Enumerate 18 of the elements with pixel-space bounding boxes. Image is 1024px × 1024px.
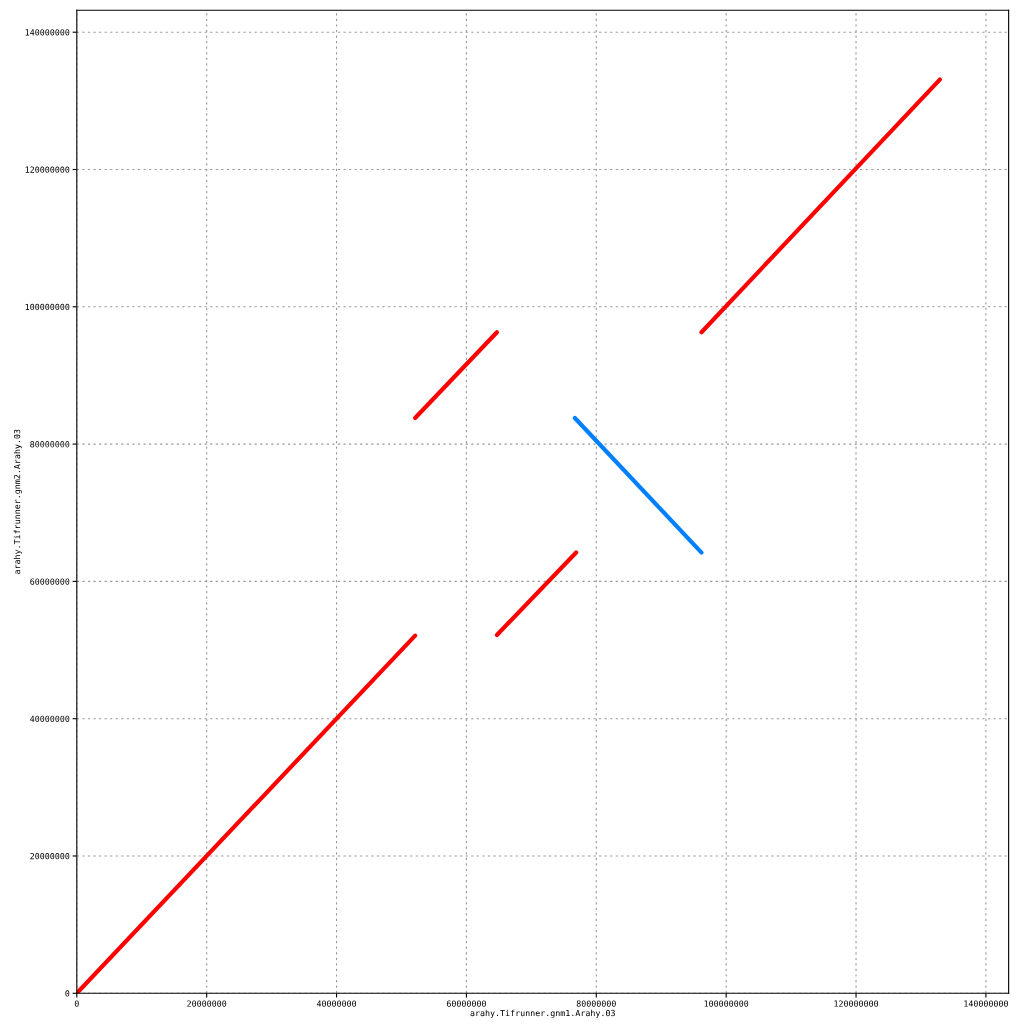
x-tick-label: 20000000 <box>187 1000 227 1007</box>
y-tick-label: 40000000 <box>30 715 70 722</box>
y-tick-label: 140000000 <box>25 29 70 36</box>
y-axis-title: arahy.Tifrunner.gnm2.Arahy.03 <box>13 429 22 574</box>
y-tick-label: 100000000 <box>25 303 70 311</box>
x-tick-label: 140000000 <box>964 1000 1008 1007</box>
y-tick-label: 20000000 <box>30 852 70 860</box>
x-tick-label: 0 <box>74 1000 79 1007</box>
y-tick-label: 80000000 <box>30 441 70 448</box>
x-tick-label: 40000000 <box>316 1000 357 1007</box>
x-tick-label: 100000000 <box>704 1000 749 1007</box>
x-tick-label: 80000000 <box>576 1000 616 1007</box>
x-tick-label: 120000000 <box>834 1000 879 1007</box>
x-tick-label: 60000000 <box>446 1000 486 1007</box>
y-tick-label: 120000000 <box>25 166 70 173</box>
y-tick-label: 0 <box>65 990 70 997</box>
y-tick-label: 60000000 <box>30 578 70 585</box>
x-axis-title: arahy.Tifrunner.gnm1.Arahy.03 <box>470 1009 615 1018</box>
